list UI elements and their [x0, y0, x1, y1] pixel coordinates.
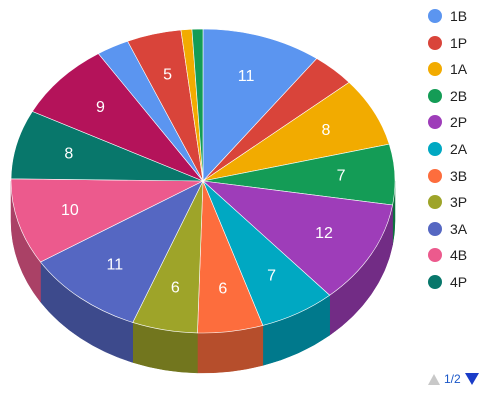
pie-value-labels: 11 8 7 12 7 6 6 11 10 8 9 5 — [61, 66, 346, 297]
legend-label: 3A — [450, 220, 468, 237]
pie-slice[interactable] — [31, 53, 204, 182]
legend-label: 2P — [450, 114, 468, 131]
pie-slice-value-label: 12 — [315, 225, 333, 242]
pie-chart-svg: 11 8 7 12 7 6 6 11 10 8 9 5 — [10, 28, 396, 374]
legend-color-dot-icon — [428, 142, 442, 156]
legend-color-dot-icon — [428, 9, 442, 23]
legend-label: 1B — [450, 8, 468, 24]
pie-slice-value-label: 7 — [267, 267, 276, 284]
legend-pager: 1/2 — [428, 372, 479, 386]
legend-color-dot-icon — [428, 62, 442, 77]
previous-page-icon[interactable] — [428, 373, 440, 385]
pie-slice-value-label: 8 — [64, 146, 73, 163]
legend-item[interactable]: 2P — [428, 112, 467, 132]
legend-color-dot-icon — [428, 168, 442, 183]
pager-text: 1/2 — [444, 372, 461, 386]
legend-color-dot-icon — [428, 88, 442, 103]
pie-slice-value-label: 11 — [107, 257, 124, 274]
pie-slice-3a[interactable] — [40, 180, 204, 323]
legend-item[interactable]: 2B — [428, 86, 467, 106]
legend-item[interactable]: 2A — [428, 139, 467, 159]
pie-slice-4b[interactable] — [10, 178, 204, 263]
legend-label: 3B — [450, 167, 468, 184]
pie-slice-value-label: 5 — [163, 66, 172, 83]
pie-slice-value-label: 10 — [61, 202, 79, 219]
legend-label: 4B — [450, 247, 468, 264]
legend-label: 2A — [450, 141, 468, 157]
legend-item[interactable]: 1A — [428, 59, 467, 79]
pie-slice-value-label: 6 — [218, 281, 227, 298]
pie-slice-value-label: 11 — [238, 68, 255, 85]
legend-item[interactable]: 3B — [428, 166, 467, 186]
pie-slice-2p[interactable] — [202, 180, 393, 296]
pie-slice[interactable] — [191, 28, 204, 182]
legend-color-dot-icon — [428, 35, 442, 50]
legend-label: 2B — [450, 87, 468, 104]
next-page-icon[interactable] — [464, 373, 479, 385]
legend-color-dot-icon — [428, 275, 442, 289]
legend-color-dot-icon — [428, 248, 442, 263]
pie-top-faces — [10, 28, 396, 334]
legend-item[interactable]: 3P — [428, 192, 467, 212]
legend-label: 1P — [450, 34, 468, 51]
legend-item[interactable]: 1P — [428, 33, 467, 53]
pie-slice-value-label: 6 — [171, 279, 180, 296]
pie-slice-value-label: 9 — [96, 99, 105, 116]
legend-label: 1A — [450, 61, 468, 78]
pie-slice-1b[interactable] — [202, 28, 318, 182]
pie-slice-value-label: 8 — [321, 122, 330, 139]
legend-item[interactable]: 4B — [428, 245, 467, 265]
legend-label: 4P — [450, 274, 468, 290]
legend-item[interactable]: 3A — [428, 219, 467, 239]
legend-color-dot-icon — [428, 115, 442, 130]
legend-color-dot-icon — [428, 195, 442, 210]
legend-item[interactable]: 4P — [428, 272, 467, 292]
legend-item[interactable]: 1B — [428, 6, 467, 26]
legend-label: 3P — [450, 194, 468, 211]
pie-slice-value-label: 7 — [337, 167, 346, 184]
legend-color-dot-icon — [428, 221, 442, 236]
